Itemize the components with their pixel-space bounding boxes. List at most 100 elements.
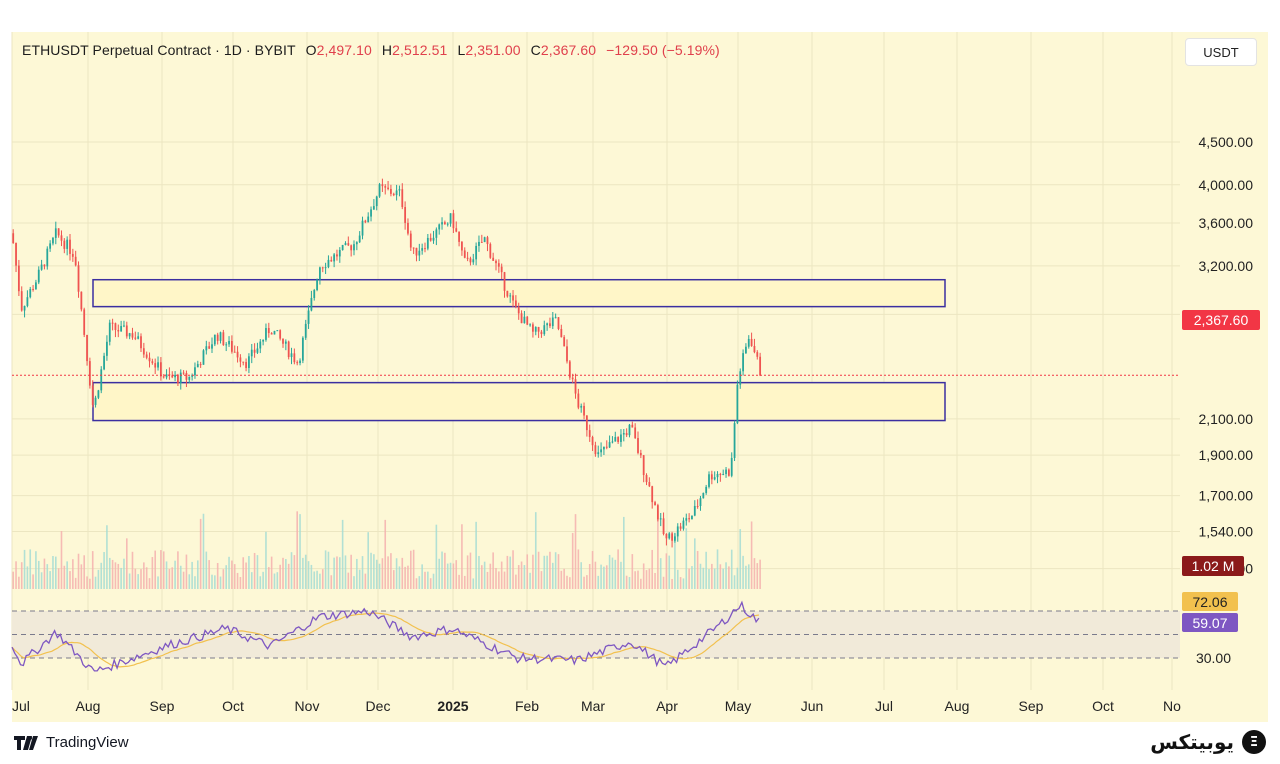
candle-body [26,297,29,306]
rsi-tag: 59.07 [1182,613,1238,632]
candle-body [452,213,455,229]
candle-body [693,505,696,516]
candle-body [478,241,480,246]
volume-bar [444,552,446,589]
volume-bar [671,578,673,589]
candle-body [401,189,404,208]
candle-body [83,309,86,335]
candle-body [74,256,77,266]
candle-body [432,237,435,241]
volume-bar [483,561,486,589]
candle-body [17,265,20,292]
volume-bar [432,573,435,589]
candle-body [316,279,318,290]
candle-body [665,533,668,539]
candle-body [347,243,350,246]
candle-body [219,332,222,341]
volume-bar [702,567,705,589]
volume-bar [350,554,352,589]
candle-body [727,469,730,476]
volume-bar [270,556,273,589]
volume-bar [123,558,125,589]
close-label: C [530,42,541,58]
candle-body [708,474,710,487]
volume-bar [37,560,40,589]
candle-body [512,295,514,301]
time-tick-label: Sep [1019,698,1044,714]
candle-body [446,223,449,225]
volume-bar [438,558,440,589]
tradingview-logo[interactable]: TradingView [14,734,129,751]
candle-body [739,371,742,385]
volume-bar [586,575,588,589]
candle-body [625,433,628,436]
volume-bar [66,561,68,589]
candle-body [392,193,395,196]
chart-area[interactable] [12,32,1268,722]
candle-body [668,533,671,539]
candle-body [179,372,182,384]
candle-body [177,374,179,384]
candle-body [580,405,583,408]
candle-body [46,248,49,267]
candle-body [429,237,432,241]
candle-body [651,486,654,503]
candle-body [270,333,273,335]
volume-bar [321,569,324,589]
volume-bar [733,575,736,589]
volume-bar [367,532,369,589]
volume-bar [725,562,727,589]
candle-body [364,220,367,223]
currency-button[interactable]: USDT [1185,38,1257,66]
volume-bar [463,575,466,589]
volume-bar [634,571,636,589]
volume-bar [148,578,151,589]
candle-body [620,434,622,442]
candle-body [674,536,676,541]
candle-body [750,338,753,346]
time-tick-label: Dec [366,698,391,714]
candle-body [645,475,648,483]
volume-bar [29,549,32,589]
volume-bar [299,514,301,589]
candle-body [222,332,225,346]
candle-body [585,415,588,431]
candle-body [568,361,571,378]
low-value: 2,351.00 [465,42,521,58]
volume-bar [608,554,611,589]
volume-bar [151,557,154,589]
volume-bar [117,563,120,589]
candle-body [321,267,324,269]
volume-bar [32,574,34,589]
candle-body [710,474,713,480]
volume-bar [154,550,156,589]
candle-body [483,237,486,243]
candle-body [159,362,162,377]
candle-body [262,339,265,342]
volume-bar [469,552,472,589]
candle-body [549,323,551,327]
volume-bar [418,576,421,589]
volume-bar [319,573,321,589]
volume-bar [131,551,134,589]
volume-bar [239,576,242,589]
volume-bar [526,554,529,589]
candle-body [279,330,282,339]
volume-bar [80,564,83,589]
candle-body [37,269,40,283]
volume-bar [231,560,233,589]
candle-body [381,184,384,187]
candle-body [293,353,296,363]
volume-bar [395,558,398,589]
candle-body [486,237,489,245]
volume-bar [324,550,327,589]
volume-bar [696,550,699,589]
candle-body [455,228,458,232]
high-value: 2,512.51 [392,42,448,58]
candle-body [492,257,495,261]
candle-body [60,235,63,241]
volume-bar [23,549,26,589]
time-tick-label: No [1163,698,1181,714]
volume-bar [268,567,270,589]
